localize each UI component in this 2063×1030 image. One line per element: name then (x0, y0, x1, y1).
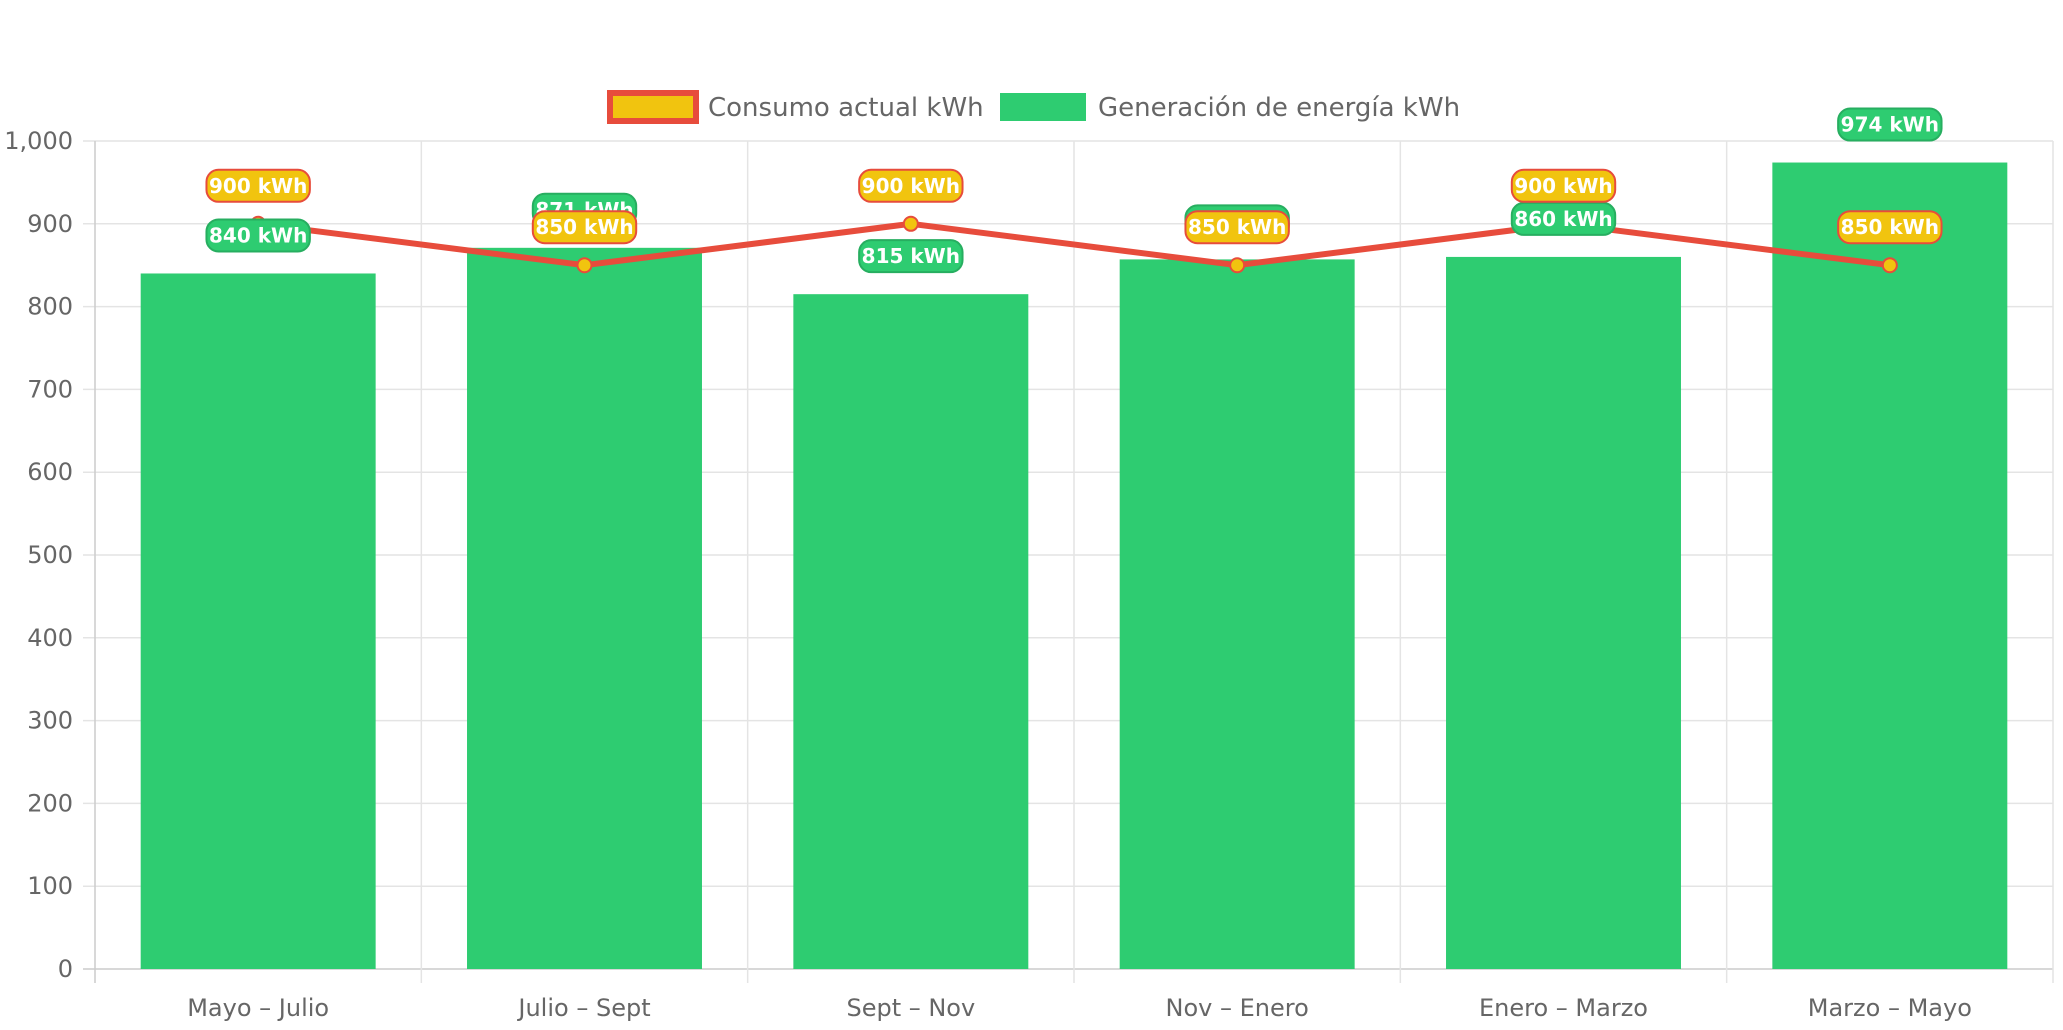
line-point[interactable] (902, 215, 919, 232)
bar[interactable] (467, 247, 702, 969)
data-label: 840 kWh (205, 218, 311, 253)
bar[interactable] (1772, 162, 2008, 969)
line-point[interactable] (1229, 257, 1246, 274)
data-label: 974 kWh (1837, 107, 1943, 142)
line-point[interactable] (1881, 257, 1898, 274)
bar[interactable] (140, 273, 376, 970)
y-tick-label: 700 (27, 375, 73, 403)
grid (83, 140, 2054, 983)
svg-text:850 kWh: 850 kWh (535, 215, 633, 239)
legend[interactable]: Consumo actual kWh Generación de energía … (607, 90, 1460, 124)
axes: 0 100 200 300 400 500 600 700 800 900 1,000 Mayo – … (4, 127, 1972, 1022)
svg-text:850 kWh: 850 kWh (1841, 215, 1939, 239)
x-tick-label: Mayo – Julio (187, 994, 329, 1022)
y-tick-label: 100 (27, 872, 73, 900)
bar[interactable] (793, 294, 1029, 969)
bar[interactable] (1446, 256, 1681, 969)
svg-text:815 kWh: 815 kWh (862, 244, 960, 268)
y-tick-label: 400 (27, 624, 73, 652)
legend-label: Consumo actual kWh (708, 93, 984, 123)
svg-text:850 kWh: 850 kWh (1188, 215, 1286, 239)
legend-item[interactable]: Consumo actual kWh (607, 90, 984, 124)
line-path (257, 220, 1891, 269)
y-tick-label: 800 (27, 293, 73, 321)
x-tick-label: Sept – Nov (846, 994, 975, 1022)
bar[interactable] (1119, 259, 1355, 969)
y-tick-label: 600 (27, 458, 73, 486)
bar-series (140, 162, 2008, 970)
y-tick-label: 1,000 (4, 127, 73, 155)
data-label: 850 kWh (1184, 210, 1290, 245)
y-tick-label: 900 (27, 210, 73, 238)
y-tick-label: 0 (58, 955, 73, 983)
legend-label: Generación de energía kWh (1098, 93, 1460, 123)
data-label: 850 kWh (531, 210, 638, 245)
legend-swatch (607, 90, 699, 124)
svg-text:974 kWh: 974 kWh (1841, 113, 1939, 137)
data-label: 850 kWh (1837, 210, 1943, 245)
line-point[interactable] (576, 257, 593, 274)
x-tick-label: Julio – Sept (516, 994, 650, 1022)
data-label: 815 kWh (858, 239, 964, 274)
svg-text:900 kWh: 900 kWh (862, 174, 960, 198)
svg-text:860 kWh: 860 kWh (1514, 207, 1612, 231)
svg-text:840 kWh: 840 kWh (209, 223, 307, 247)
data-label: 860 kWh (1510, 201, 1617, 236)
data-label: 900 kWh (858, 168, 964, 203)
svg-text:900 kWh: 900 kWh (209, 174, 307, 198)
y-tick-label: 300 (27, 707, 73, 735)
x-tick-label: Enero – Marzo (1479, 994, 1648, 1022)
data-label: 900 kWh (205, 168, 311, 203)
x-tick-label: Marzo – Mayo (1808, 994, 1972, 1022)
x-tick-label: Nov – Enero (1166, 994, 1309, 1022)
legend-swatch (1000, 93, 1086, 121)
y-tick-label: 500 (27, 541, 73, 569)
legend-item[interactable]: Generación de energía kWh (1000, 93, 1460, 123)
svg-text:900 kWh: 900 kWh (1514, 174, 1612, 198)
y-tick-label: 200 (27, 789, 73, 817)
data-label: 900 kWh (1510, 168, 1617, 203)
